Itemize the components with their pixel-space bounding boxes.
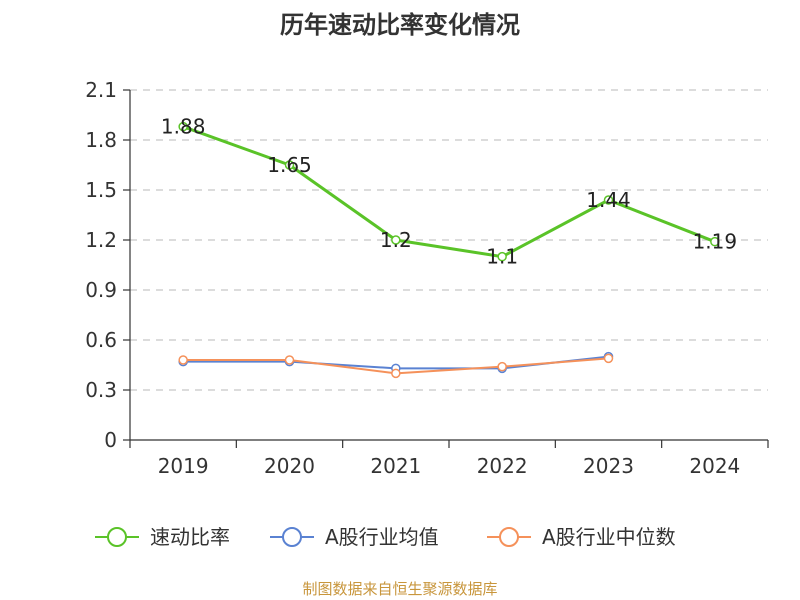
legend-marker-0 — [107, 527, 127, 547]
y-tick-label: 0 — [104, 428, 117, 452]
series-line-0 — [182, 125, 716, 259]
series-layer — [178, 121, 720, 379]
data-point-0 — [497, 251, 507, 262]
y-tick-label: 1.8 — [85, 128, 117, 152]
source-note: 制图数据来自恒生聚源数据库 — [302, 580, 497, 598]
data-point-2 — [497, 361, 507, 372]
data-point-2 — [603, 353, 614, 364]
data-label: 1.65 — [267, 153, 312, 177]
y-tick-label: 0.6 — [85, 328, 117, 352]
x-tick-label: 2020 — [264, 454, 315, 478]
data-point-2 — [391, 368, 401, 379]
grid-lines — [130, 89, 768, 391]
x-tick-label: 2019 — [158, 454, 209, 478]
data-labels: 1.88 1.65 1.2 1.1 1.44 1.19 — [161, 115, 737, 269]
x-tick-label: 2024 — [689, 454, 740, 478]
x-tick-label: 2023 — [583, 454, 634, 478]
data-label: 1.1 — [486, 245, 518, 269]
y-tick-label: 1.2 — [85, 228, 117, 252]
data-point-0 — [603, 195, 614, 205]
y-tick-label: 1.5 — [85, 178, 117, 202]
y-tick-label: 0.9 — [85, 278, 117, 302]
legend-label-1: A股行业均值 — [325, 525, 439, 549]
data-label: 1.19 — [693, 230, 738, 254]
data-label: 1.2 — [380, 228, 412, 252]
data-point-0 — [178, 121, 188, 132]
x-tick-label: 2021 — [370, 454, 421, 478]
legend-label-0: 速动比率 — [150, 525, 230, 549]
chart-title: 历年速动比率变化情况 — [280, 11, 520, 39]
y-tick-label: 2.1 — [85, 78, 117, 102]
legend-marker-1 — [282, 527, 302, 547]
data-point-2 — [284, 355, 295, 365]
legend-marker-2 — [499, 527, 519, 547]
legend: 速动比率 A股行业均值 A股行业中位数 — [95, 525, 676, 549]
y-tick-label: 0.3 — [85, 378, 117, 402]
data-label: 1.44 — [586, 188, 631, 212]
axes: 0 0.3 0.6 0.9 1.2 1.5 1.8 2.1 2019 2020 2021 2022 20… — [85, 78, 769, 478]
data-point-0 — [284, 160, 295, 170]
data-point-0 — [710, 236, 720, 247]
x-tick-label: 2022 — [477, 454, 528, 478]
data-point-0 — [391, 235, 401, 245]
data-label: 1.88 — [161, 115, 206, 139]
legend-label-2: A股行业中位数 — [542, 525, 676, 549]
data-point-2 — [178, 355, 188, 365]
